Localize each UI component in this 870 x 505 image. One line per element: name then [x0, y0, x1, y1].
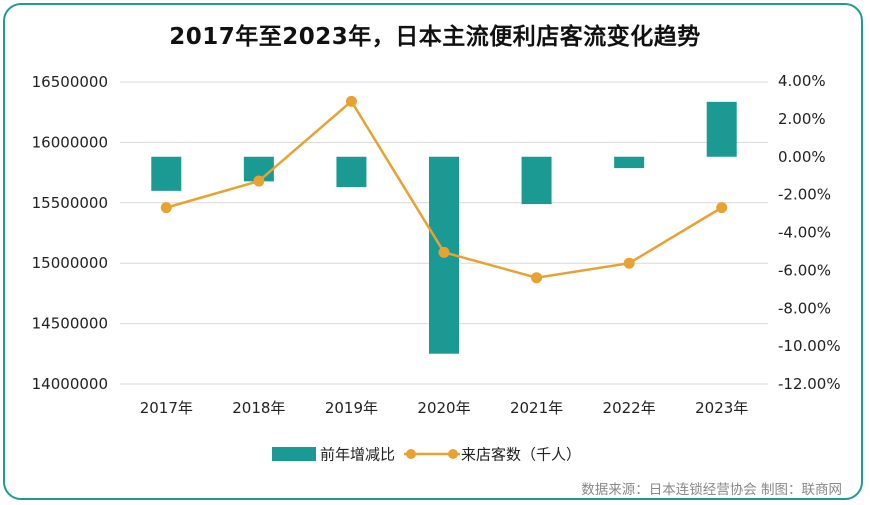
line-point: [623, 257, 635, 269]
y-left-tick-label: 14500000: [32, 315, 108, 333]
y-right-tick-label: -4.00%: [778, 224, 831, 242]
legend: 前年增减比 来店客数（千人）: [272, 446, 581, 464]
y-left-tick-label: 15500000: [32, 194, 108, 212]
y-left-tick-label: 16000000: [32, 133, 108, 151]
y-left-tick-label: 16500000: [32, 73, 108, 91]
x-tick-label: 2023年: [695, 399, 748, 417]
y-right-tick-label: -8.00%: [778, 299, 831, 317]
y-right-tick-label: -2.00%: [778, 186, 831, 204]
legend-bar-swatch: [272, 447, 316, 461]
x-tick-label: 2018年: [232, 399, 285, 417]
y-axis-left: 16500000 16000000 15500000 15000000 14500000…: [32, 73, 108, 393]
y-left-tick-label: 15000000: [32, 254, 108, 272]
y-right-tick-label: -12.00%: [778, 375, 841, 393]
bar: [706, 101, 737, 157]
line-point: [438, 246, 450, 258]
y-right-tick-label: -10.00%: [778, 337, 841, 355]
x-tick-label: 2021年: [510, 399, 563, 417]
y-right-tick-label: -6.00%: [778, 261, 831, 279]
legend-line-marker: [448, 449, 458, 459]
y-right-tick-label: 4.00%: [778, 72, 826, 90]
line-point: [716, 202, 728, 214]
line-series: [160, 95, 728, 284]
bar: [614, 156, 645, 169]
bar: [521, 156, 552, 205]
bar: [151, 156, 182, 191]
bar-series: [151, 101, 737, 354]
x-tick-label: 2019年: [325, 399, 378, 417]
y-left-tick-label: 14000000: [32, 375, 108, 393]
line-point: [531, 272, 543, 284]
bar: [336, 156, 367, 188]
x-tick-label: 2020年: [417, 399, 470, 417]
line-point: [345, 95, 357, 107]
line-point: [253, 175, 265, 187]
source-note: 数据来源：日本连锁经营协会 制图：联商网: [581, 482, 842, 498]
line-point: [160, 202, 172, 214]
y-right-tick-label: 0.00%: [778, 148, 826, 166]
chart-title: 2017年至2023年，日本主流便利店客流变化趋势: [169, 24, 701, 50]
legend-line-label: 来店客数（千人）: [461, 446, 581, 464]
y-axis-right: 4.00% 2.00% 0.00% -2.00% -4.00% -6.00% -8.00% -…: [778, 72, 841, 393]
legend-line-marker: [406, 449, 416, 459]
x-tick-label: 2017年: [140, 399, 193, 417]
x-tick-label: 2022年: [603, 399, 656, 417]
y-right-tick-label: 2.00%: [778, 110, 826, 128]
legend-bar-label: 前年增减比: [320, 446, 395, 464]
x-axis: 2017年 2018年 2019年 2020年 2021年 2022年 2023年: [140, 399, 749, 417]
